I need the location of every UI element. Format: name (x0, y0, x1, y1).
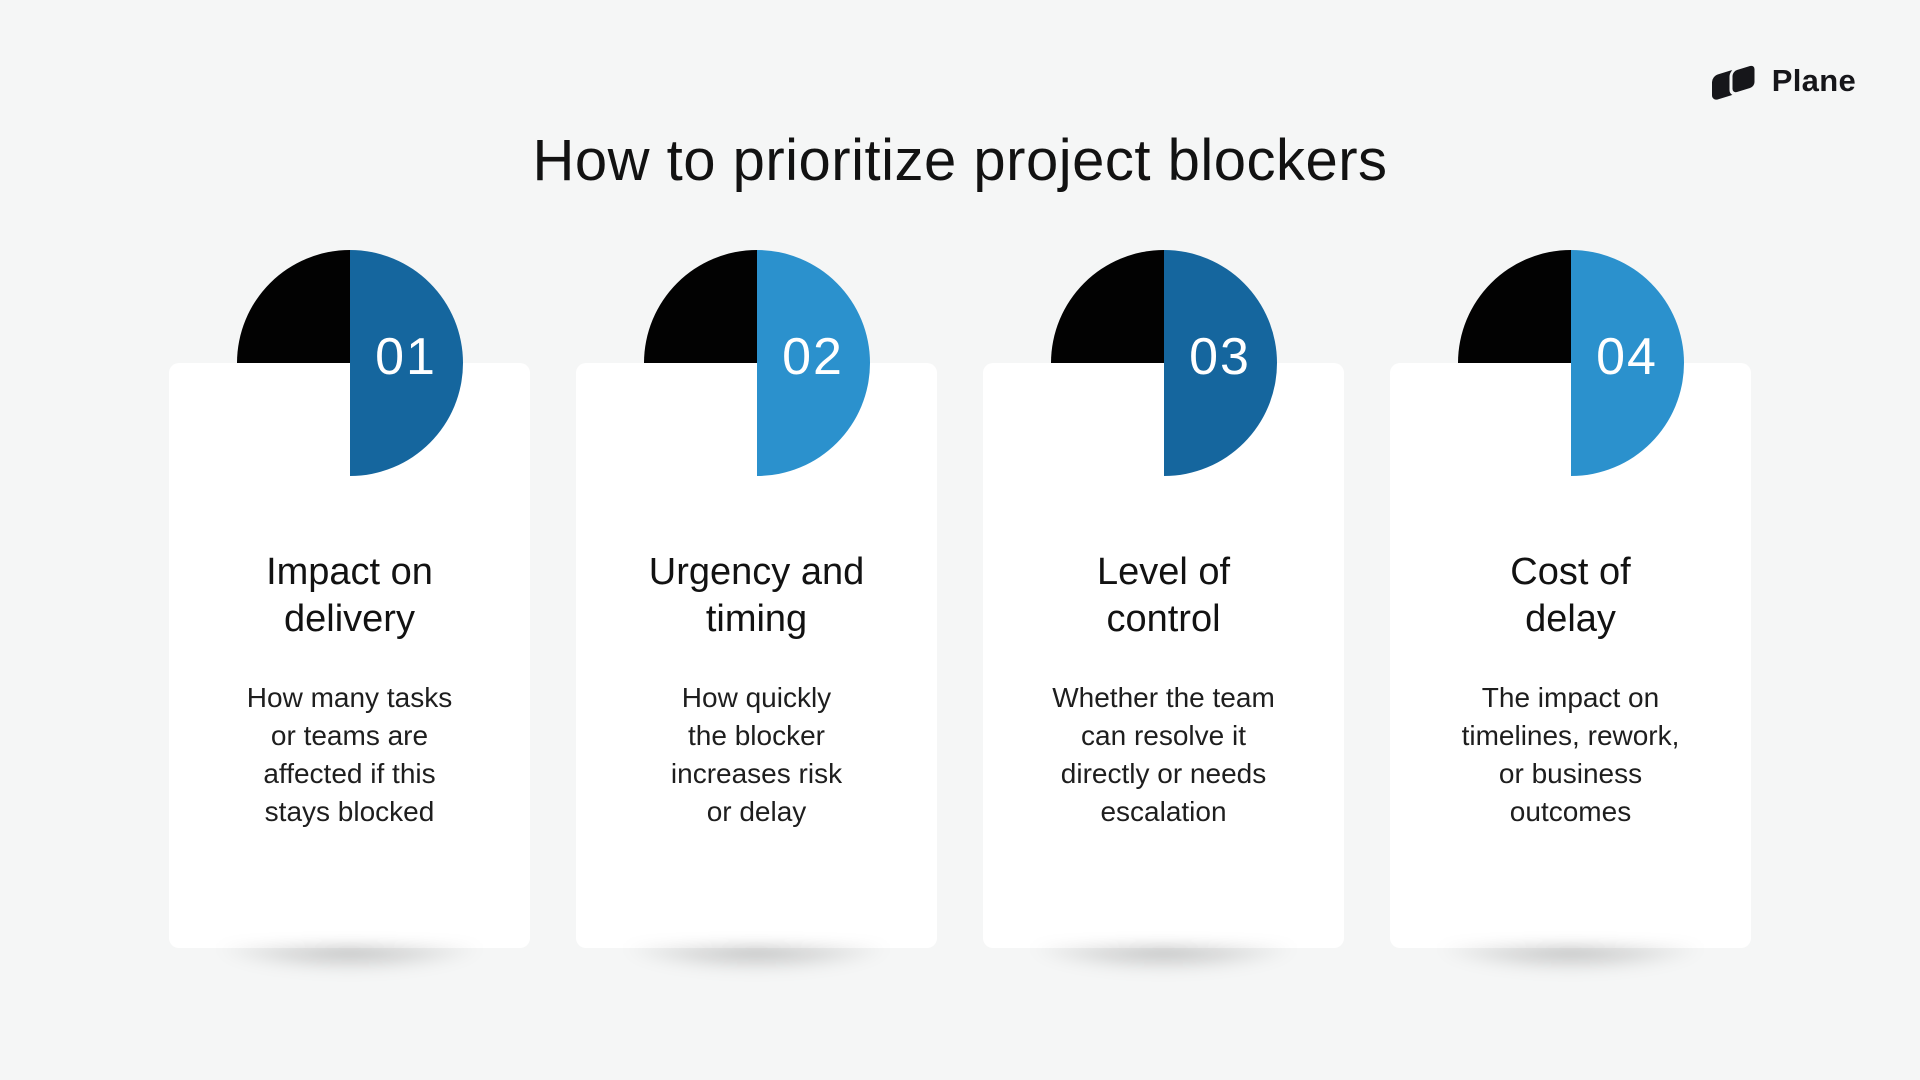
step-number: 01 (375, 328, 437, 386)
pie-blue-half: 04 (1570, 250, 1684, 476)
pie-blue-half: 03 (1163, 250, 1277, 476)
pie-black-quarter (236, 250, 350, 363)
pie-chart-icon: 01 (236, 250, 463, 476)
card-description: How quickly the blocker increases risk o… (670, 682, 843, 827)
card-title: Impact on delivery (266, 551, 433, 640)
card-title: Cost of delay (1510, 551, 1631, 640)
pie-blue-half: 02 (756, 250, 870, 476)
plane-logo-icon (1706, 56, 1762, 106)
card-description: Whether the team can resolve it directly… (1052, 682, 1275, 827)
plane-logo-text: Plane (1771, 63, 1856, 98)
step-number: 03 (1189, 328, 1251, 386)
card-level-of-control: 03 Level of control Whether the team can… (983, 250, 1344, 948)
plane-logo: Plane (1706, 56, 1856, 106)
card-cost-of-delay: 04 Cost of delay The impact on timelines… (1390, 250, 1751, 948)
pie-black-quarter (643, 250, 757, 363)
pie-black-quarter (1457, 250, 1571, 363)
pie-chart-icon: 04 (1457, 250, 1684, 476)
page-title: How to prioritize project blockers (532, 127, 1388, 193)
cards-row: 01 Impact on delivery How many tasks or … (169, 250, 1751, 948)
card-title: Level of control (1096, 551, 1231, 640)
pie-blue-half: 01 (349, 250, 463, 476)
step-number: 04 (1596, 328, 1658, 386)
pie-black-quarter (1050, 250, 1164, 363)
card-description: How many tasks or teams are affected if … (246, 682, 453, 827)
card-urgency-and-timing: 02 Urgency and timing How quickly the bl… (576, 250, 937, 948)
card-description: The impact on timelines, rework, or busi… (1461, 682, 1680, 827)
pie-chart-icon: 03 (1050, 250, 1277, 476)
card-impact-on-delivery: 01 Impact on delivery How many tasks or … (169, 250, 530, 948)
pie-chart-icon: 02 (643, 250, 870, 476)
step-number: 02 (782, 328, 844, 386)
card-title: Urgency and timing (648, 551, 865, 640)
